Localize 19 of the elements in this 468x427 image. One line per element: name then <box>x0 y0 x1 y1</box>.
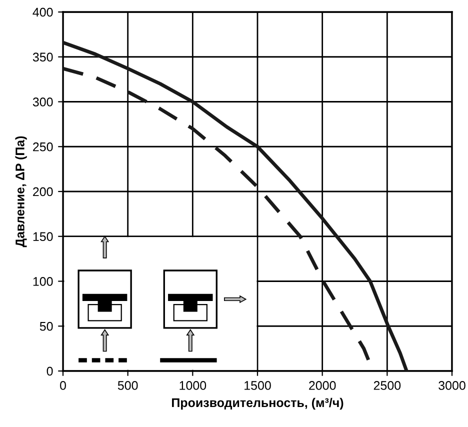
y-tick-label: 50 <box>40 322 53 331</box>
y-tick-label: 100 <box>33 277 53 286</box>
line-series <box>63 40 408 371</box>
y-tick-label: 300 <box>32 98 53 106</box>
y-tick-label: 200 <box>33 187 53 196</box>
x-tick-label: 1500 <box>244 381 271 390</box>
x-tick-label: 0 <box>60 381 66 390</box>
y-tick-label: 150 <box>33 232 53 242</box>
x-tick-label: 3000 <box>438 381 466 390</box>
x-tick-label: 500 <box>118 381 138 390</box>
x-tick-label: 2000 <box>309 381 336 390</box>
y-axis-title: Давление, ΔP (Па) <box>15 136 27 248</box>
x-axis-title: Производительность, (м³/ч) <box>172 398 344 410</box>
y-tick-label: 250 <box>33 142 53 152</box>
x-tick-label: 1000 <box>180 381 206 390</box>
y-tick-label: 350 <box>32 52 53 62</box>
y-tick-label: 400 <box>32 8 53 17</box>
x-tick-label: 2500 <box>374 381 401 390</box>
y-tick-label: 0 <box>46 366 53 376</box>
